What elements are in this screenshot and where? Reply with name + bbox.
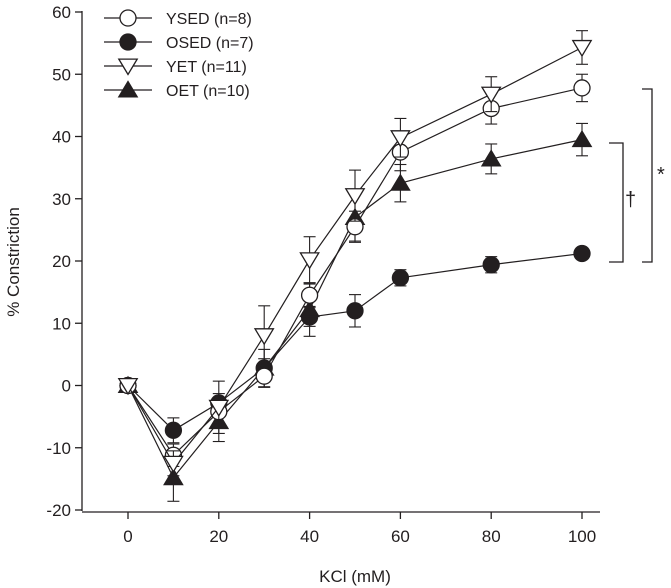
legend-item-3: OET (n=10) [104,80,250,100]
legend-marker [119,9,137,27]
series-layer [117,30,593,502]
x-tick-label: 20 [209,527,228,546]
y-tick-label: 0 [62,377,71,396]
series-0 [119,73,591,467]
data-point [573,244,591,263]
legend-item-0: YSED (n=8) [104,9,252,28]
legend: YSED (n=8) OSED (n=7) YET (n=11) OET (n=10) [104,9,254,100]
y-tick-label: 60 [52,3,71,22]
series-1 [119,244,591,444]
y-tick-label: -20 [46,501,71,520]
x-tick-label: 40 [300,527,319,546]
data-point [480,149,502,167]
y-tick-label: 10 [52,314,71,333]
data-point [299,299,320,318]
data-point [163,455,184,474]
data-point [573,79,591,97]
asterisk-mark: * [657,164,665,186]
data-point [390,173,411,191]
data-point [163,467,184,486]
legend-item-2: YET (n=11) [104,58,247,76]
data-point [390,130,411,148]
y-tick-label: 30 [52,190,71,209]
series-line [127,87,583,457]
data-point [480,86,502,104]
data-point [571,129,593,148]
legend-label: YET (n=11) [166,59,247,76]
dagger-mark: † [625,189,636,211]
series-line [127,252,583,432]
x-tick-label: 60 [391,527,410,546]
y-tick-label: -10 [46,439,71,458]
data-point [117,377,139,396]
data-point [208,399,230,417]
x-axis-title: KCl (mM) [319,567,391,586]
bracket-dagger [609,142,624,263]
data-point [571,39,593,58]
data-point [346,302,364,320]
legend-label: OSED (n=7) [166,35,254,52]
legend-label: OET (n=10) [166,83,250,100]
y-tick-label: 40 [52,128,71,147]
y-axis-title: % Constriction [4,207,23,317]
legend-marker [117,58,139,76]
series-line [127,46,583,465]
data-point [482,256,500,274]
axes: -20 -10 0 10 20 30 40 50 60 0 20 40 60 80 100 [46,3,600,546]
data-point [299,252,320,270]
legend-marker [117,80,139,98]
x-tick-label: 80 [482,527,501,546]
y-tick-label: 50 [52,65,71,84]
data-point [253,328,275,346]
bracket-asterisk [642,88,653,263]
x-tick-label: 0 [123,527,132,546]
data-point [300,286,319,304]
legend-label: YSED (n=8) [166,11,252,28]
y-tick-label: 20 [52,252,71,271]
x-tick-label: 100 [568,527,596,546]
significance-brackets: † * [609,88,665,263]
data-point [164,421,183,439]
data-point [344,188,366,206]
series-2 [117,30,593,477]
legend-marker [119,33,137,51]
legend-item-1: OSED (n=7) [104,33,254,52]
data-point [391,269,410,287]
data-point [255,367,273,385]
